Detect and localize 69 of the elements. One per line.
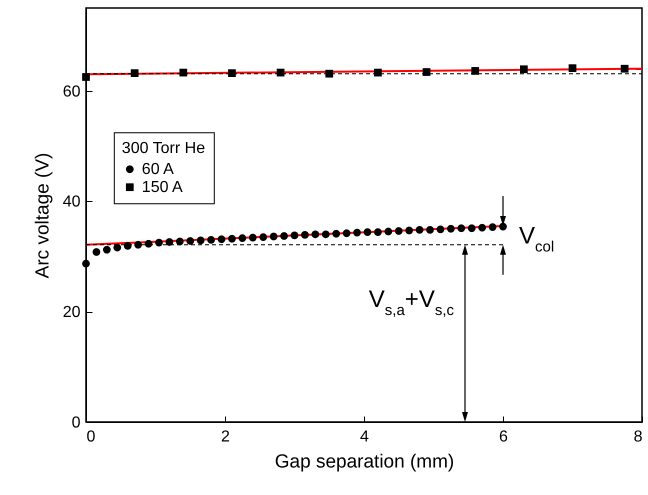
point — [176, 238, 184, 246]
legend-label: 150 A — [142, 179, 184, 196]
point — [426, 226, 434, 234]
point — [520, 65, 528, 74]
point — [394, 227, 403, 235]
point — [130, 69, 139, 78]
point — [620, 64, 628, 73]
x-tick-label: 0 — [86, 428, 96, 446]
point — [405, 226, 414, 234]
point — [374, 228, 382, 236]
x-tick-label: 2 — [221, 428, 230, 446]
annotation: V$_{s,a}$+V$_{s,c}$ — [368, 286, 454, 319]
point — [290, 232, 298, 240]
point — [259, 233, 268, 241]
y-tick-label: 40 — [62, 194, 81, 211]
point — [499, 222, 507, 230]
point — [311, 230, 320, 238]
point — [238, 234, 246, 242]
annotation: V$_{col}$ — [519, 222, 554, 256]
point — [416, 226, 424, 234]
point — [82, 260, 90, 268]
point — [166, 238, 174, 246]
y-tick-label: 0 — [72, 414, 81, 432]
point — [471, 67, 480, 75]
point — [353, 228, 361, 237]
point — [384, 228, 392, 236]
x-tick-label: 6 — [499, 428, 508, 446]
point — [218, 235, 226, 244]
point — [342, 229, 350, 238]
y-axis-title: Arc voltage (V) — [32, 152, 54, 278]
point — [447, 224, 455, 233]
point — [179, 68, 188, 76]
x-axis-title: Gap separation (mm) — [274, 452, 454, 472]
y-tick-label: 20 — [62, 304, 81, 322]
point — [364, 228, 372, 236]
y-tick-label: 60 — [62, 83, 81, 100]
point — [248, 234, 257, 242]
point — [102, 246, 111, 254]
point — [207, 236, 215, 244]
point — [488, 223, 496, 232]
point — [228, 69, 236, 78]
x-tick-label: 8 — [634, 428, 643, 446]
x-tick-label: 4 — [360, 428, 370, 446]
point — [322, 230, 330, 238]
point — [276, 68, 284, 76]
point — [124, 242, 132, 250]
point — [422, 68, 430, 76]
point — [144, 240, 152, 248]
point — [468, 224, 476, 232]
point — [301, 231, 309, 239]
point — [270, 232, 278, 240]
point — [186, 237, 194, 245]
point — [113, 244, 122, 252]
point — [325, 70, 334, 78]
point — [196, 236, 205, 244]
point — [332, 230, 340, 238]
point — [228, 234, 236, 243]
point — [155, 238, 163, 246]
point — [568, 64, 576, 72]
point — [92, 248, 100, 256]
legend-label: 60 A — [142, 161, 174, 178]
point — [280, 232, 288, 240]
point — [374, 68, 382, 76]
point — [82, 73, 90, 81]
point — [457, 224, 466, 232]
point — [134, 240, 142, 249]
point — [436, 225, 444, 234]
point — [478, 224, 486, 232]
legend-title: 300 Torr He — [122, 140, 206, 158]
